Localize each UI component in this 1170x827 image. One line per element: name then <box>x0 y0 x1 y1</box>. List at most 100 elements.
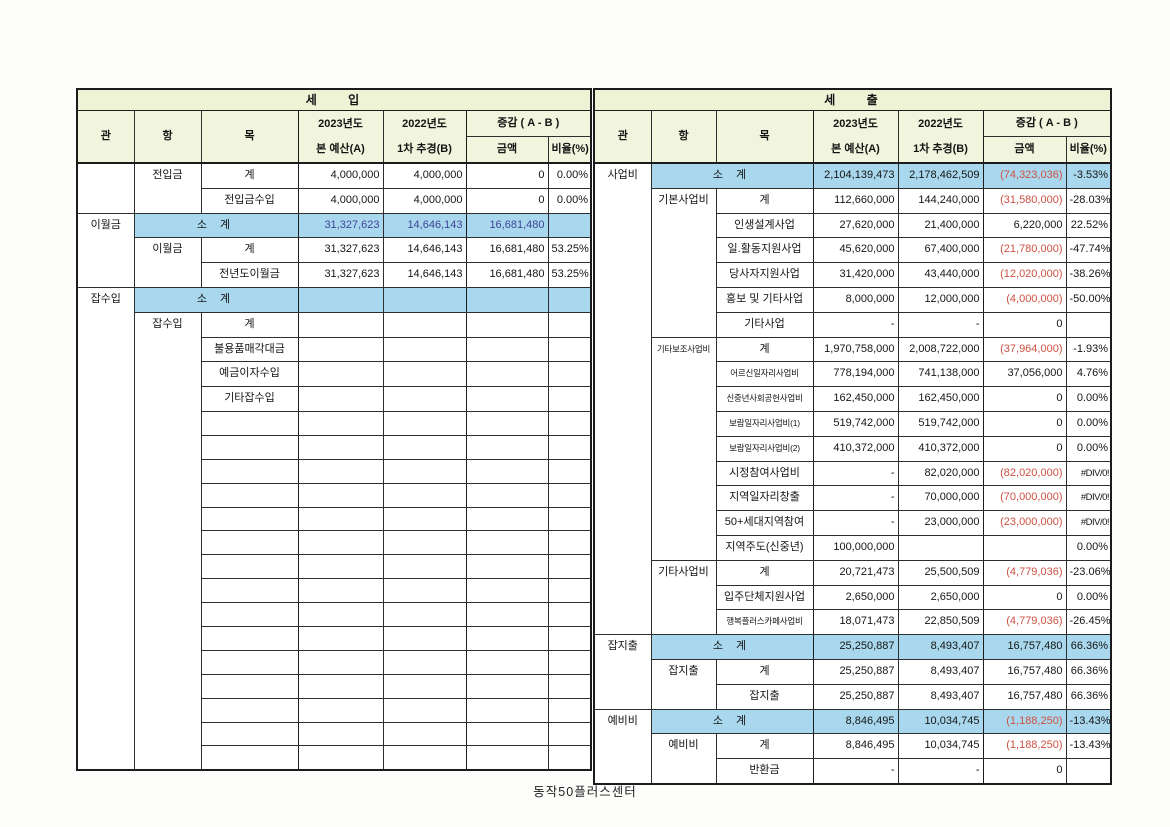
ratio-cell: 0.00% <box>1065 386 1112 412</box>
item-name-cell: 16,681,480 <box>465 262 549 288</box>
item-name-cell <box>382 673 467 699</box>
item-name-cell: 보람일자리사업비(1) <box>715 410 814 437</box>
item-name-cell <box>465 458 549 484</box>
item-name-cell <box>382 506 467 532</box>
item-name-cell <box>200 673 299 699</box>
item-name-cell: 0 <box>465 162 549 189</box>
table-row <box>77 649 592 675</box>
col-header-2023-line1: 2023년도 <box>318 117 363 130</box>
item-name-cell: 6,220,000 <box>982 212 1067 239</box>
item-name-cell: 행복플러스카페사업비 <box>715 609 814 636</box>
item-name-cell <box>297 386 384 412</box>
table-row <box>77 697 592 723</box>
ratio-cell: 0.00% <box>547 187 592 214</box>
item-name-cell <box>465 697 549 723</box>
item-name-cell <box>382 458 467 484</box>
item-name-cell <box>382 721 467 747</box>
item-name-cell <box>897 534 984 561</box>
ratio-cell <box>547 697 592 723</box>
ratio-cell: 0.00% <box>1065 534 1112 561</box>
ratio-cell <box>547 721 592 747</box>
item-name-cell <box>465 311 549 338</box>
item-name-cell <box>200 530 299 556</box>
item-name-cell: 0 <box>982 435 1067 462</box>
item-name-cell: 반환금 <box>715 758 814 785</box>
item-name-cell: 4,000,000 <box>382 162 467 189</box>
item-name-cell <box>465 410 549 436</box>
subtotal-cell: 소 계 <box>650 708 814 735</box>
item-name-cell: 778,194,000 <box>812 361 899 388</box>
col-header-2022-line2: 1차 추경(B) <box>913 142 968 155</box>
item-name-cell: 계 <box>715 658 814 685</box>
item-name-cell: 8,846,495 <box>812 733 899 760</box>
table-row <box>77 506 592 532</box>
table-row: 지역주도(신중년) 100,000,000 0.00% <box>594 534 1112 561</box>
item-name-cell: 25,250,887 <box>812 683 899 710</box>
table-row <box>77 554 592 580</box>
item-name-cell: (74,323,036) <box>982 162 1067 189</box>
category-cell <box>76 162 135 214</box>
ratio-cell <box>547 649 592 675</box>
ratio-cell <box>547 286 592 313</box>
ratio-cell: -23.06% <box>1065 559 1112 586</box>
revenue-table-title: 세 입 <box>76 88 592 111</box>
col-header-2023-budget: 2023년도 본 예산(A) <box>297 110 384 164</box>
item-name-cell <box>465 673 549 699</box>
item-name-cell <box>297 649 384 675</box>
item-name-cell: 4,000,000 <box>382 187 467 214</box>
item-name-cell <box>200 482 299 508</box>
ratio-cell <box>547 673 592 699</box>
table-row: 전입금 계 4,000,000 4,000,000 0 0.00% <box>76 162 592 214</box>
table-row: 입주단체지원사업 2,650,000 2,650,000 0 0.00% <box>594 584 1112 611</box>
item-name-cell: 계 <box>715 559 814 586</box>
ratio-cell <box>547 530 592 556</box>
item-name-cell: 45,620,000 <box>812 237 899 264</box>
item-name-cell: 519,742,000 <box>812 410 899 437</box>
item-name-cell: 2,650,000 <box>897 584 984 611</box>
item-name-cell: (21,780,000) <box>982 237 1067 264</box>
ratio-cell <box>547 578 592 604</box>
item-name-cell: 410,372,000 <box>812 435 899 462</box>
item-name-cell <box>297 554 384 580</box>
item-name-cell: 70,000,000 <box>897 485 984 512</box>
item-name-cell <box>382 410 467 436</box>
item-name-cell <box>200 625 299 651</box>
col-header-amount: 금액 <box>982 136 1067 164</box>
item-name-cell: 계 <box>200 237 299 264</box>
category-cell: 사업비 <box>593 162 652 636</box>
item-name-cell <box>200 649 299 675</box>
item-name-cell: 신중년사회공헌사업비 <box>715 386 814 412</box>
table-row: 기타보조사업비 계 1,970,758,000 2,008,722,000 (37,96… <box>594 336 1112 561</box>
subtotal-cell: 소 계 <box>133 212 299 239</box>
item-name-cell <box>297 410 384 436</box>
item-name-cell: 8,493,407 <box>897 634 984 660</box>
table-row <box>77 434 592 460</box>
item-name-cell <box>465 386 549 412</box>
item-name-cell <box>382 482 467 508</box>
col-header-amount: 금액 <box>465 136 549 164</box>
item-name-cell: 31,327,623 <box>297 262 384 288</box>
item-name-cell <box>382 554 467 580</box>
category-cell: 이월금 <box>133 237 202 288</box>
category-cell: 기타보조사업비 <box>650 336 717 561</box>
item-name-cell: 어르신일자리사업비 <box>715 361 814 388</box>
item-name-cell: 741,138,000 <box>897 361 984 388</box>
item-name-cell: 112,660,000 <box>812 187 899 214</box>
ratio-cell: #DIV/0! <box>1065 460 1112 487</box>
ratio-cell: -1.93% <box>1065 336 1112 363</box>
item-name-cell <box>200 434 299 460</box>
ratio-cell: -38.26% <box>1065 262 1112 288</box>
item-name-cell: 100,000,000 <box>812 534 899 561</box>
item-name-cell <box>382 336 467 363</box>
item-name-cell <box>465 602 549 627</box>
table-row: 기타사업비 계 20,721,473 25,500,509 (4,779,036) -23… <box>594 559 1112 636</box>
item-name-cell: 43,440,000 <box>897 262 984 288</box>
item-name-cell <box>200 506 299 532</box>
item-name-cell <box>465 434 549 460</box>
item-name-cell: 일.활동지원사업 <box>715 237 814 264</box>
item-name-cell: 계 <box>715 336 814 363</box>
ratio-cell: 0.00% <box>1065 435 1112 462</box>
ratio-cell: 0.00% <box>1065 410 1112 437</box>
table-row <box>77 530 592 556</box>
table-row <box>77 673 592 699</box>
